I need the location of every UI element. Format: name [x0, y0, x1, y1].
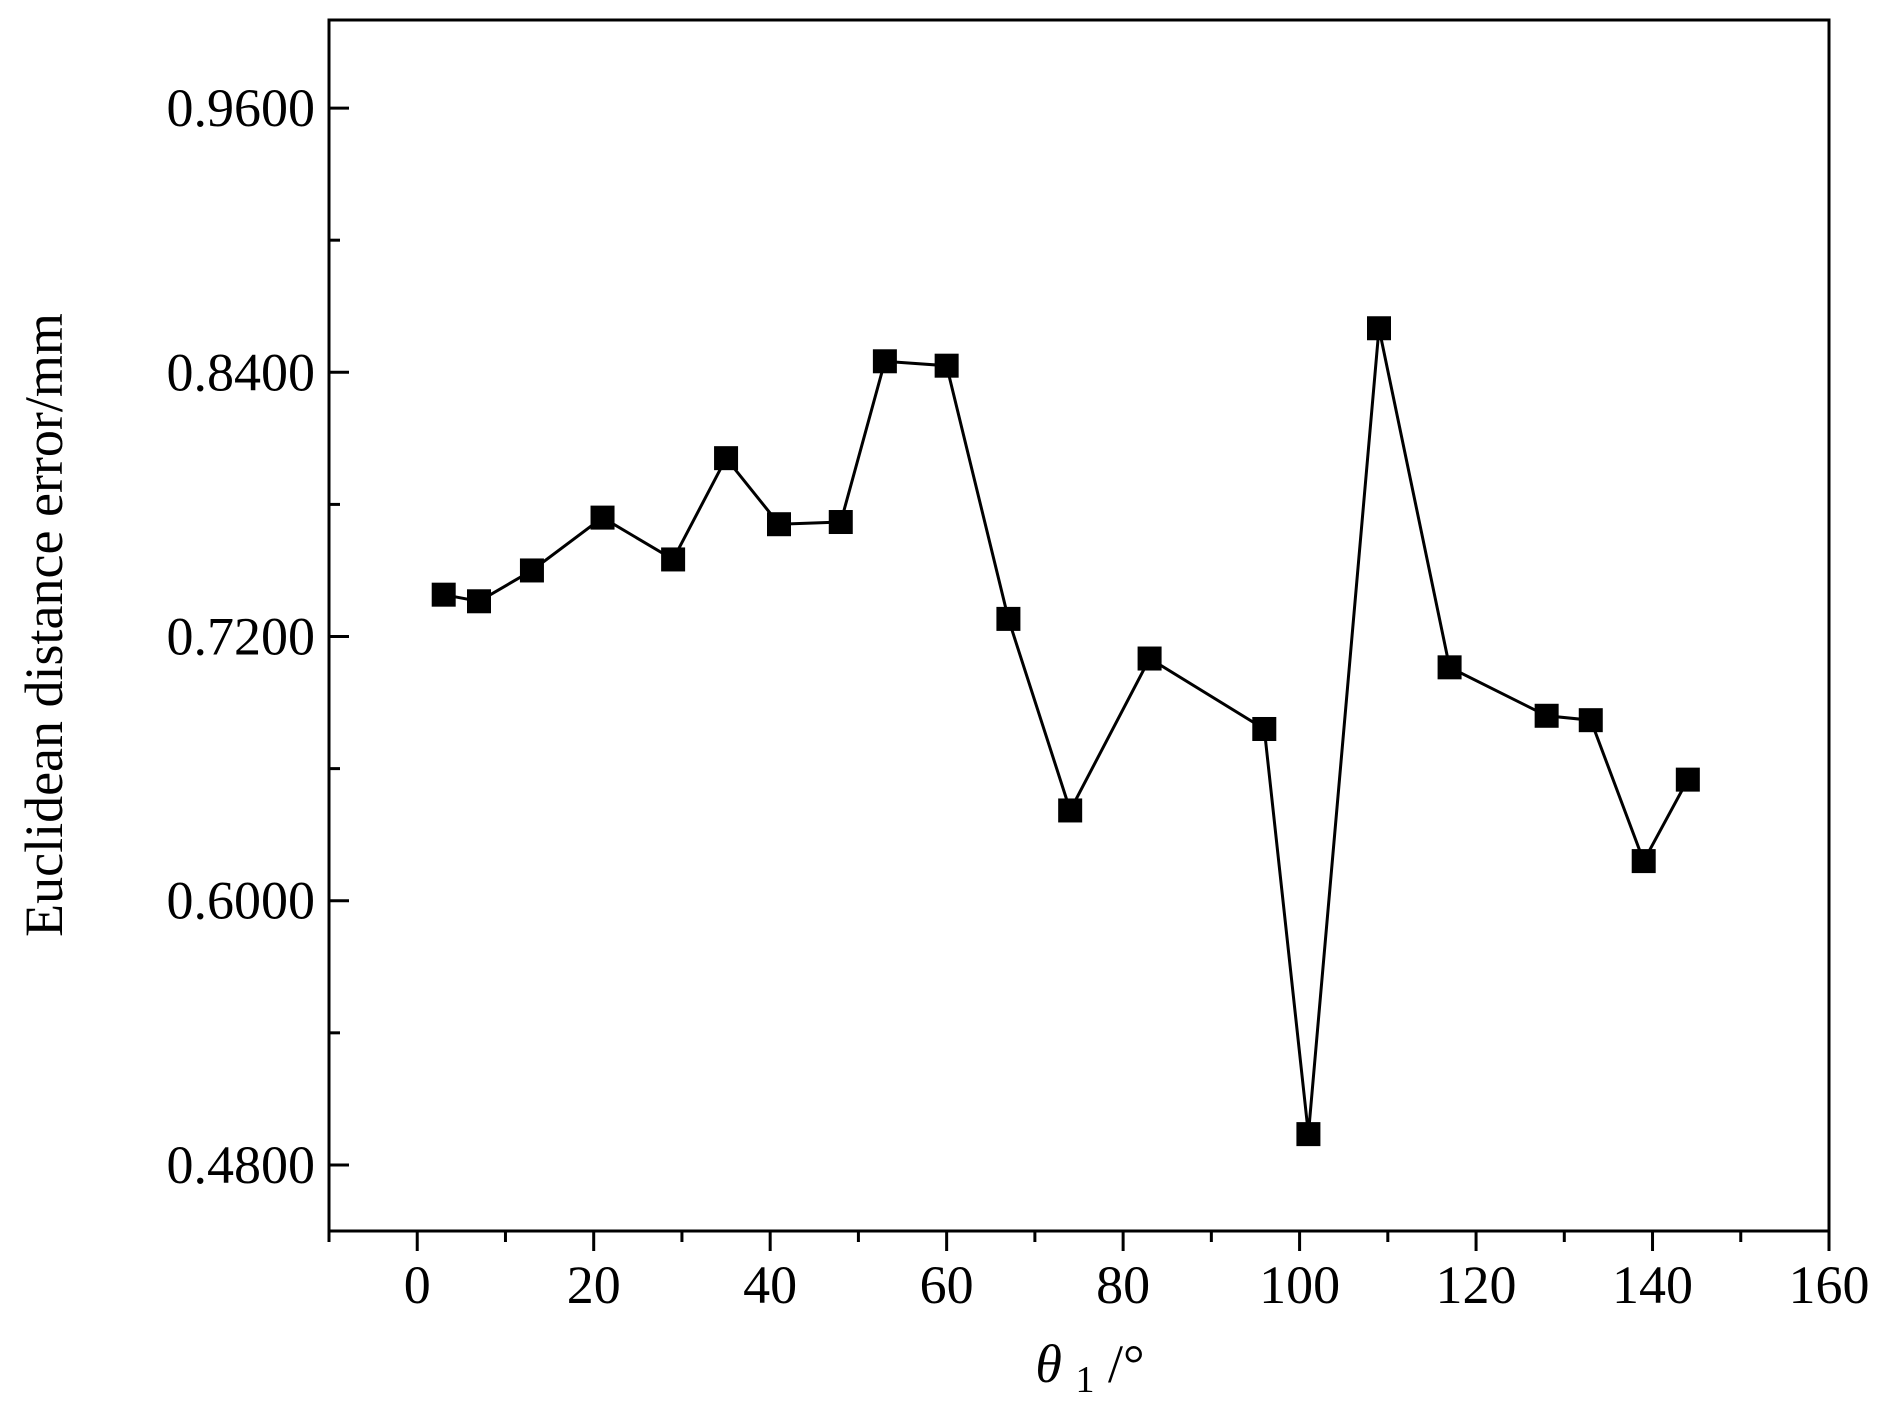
x-tick-label: 80 [1096, 1255, 1150, 1315]
data-point [1631, 849, 1656, 874]
x-axis-label-subscript: 1 [1075, 1359, 1094, 1401]
x-axis-label: θ 1 /° [1035, 1334, 1144, 1404]
x-tick-label: 20 [567, 1255, 621, 1315]
x-axis-label-symbol: θ [1035, 1334, 1062, 1394]
data-point [431, 582, 456, 607]
y-tick-label: 0.9600 [167, 78, 316, 138]
y-tick-label: 0.8400 [167, 342, 316, 402]
data-point [934, 353, 959, 378]
data-point [1252, 716, 1277, 741]
data-point [1578, 708, 1603, 733]
x-tick-label: 60 [920, 1255, 974, 1315]
data-point [996, 606, 1021, 631]
data-point [767, 512, 791, 537]
x-tick-label: 160 [1789, 1255, 1870, 1315]
data-point [1437, 655, 1462, 680]
y-axis: 0.4800 0.6000 0.7200 0.8400 0.9600 [167, 78, 349, 1195]
x-tick-label: 0 [404, 1255, 431, 1315]
x-axis: 0 20 40 60 80 100 120 140 160 [327, 1231, 1870, 1315]
x-axis-label-unit: /° [1108, 1334, 1145, 1394]
x-tick-label: 40 [743, 1255, 797, 1315]
x-tick-label: 120 [1436, 1255, 1517, 1315]
data-point [519, 558, 544, 583]
plot-frame [327, 18, 1831, 1233]
data-point [590, 505, 615, 530]
data-point [1296, 1122, 1321, 1147]
data-point [467, 589, 491, 614]
data-point [828, 510, 853, 535]
data-point [714, 446, 739, 471]
series-layer [431, 316, 1700, 1147]
y-axis-label: Euclidean distance error/mm [14, 313, 74, 937]
x-tick-label: 140 [1612, 1255, 1693, 1315]
data-point [1675, 767, 1700, 792]
y-tick-label: 0.7200 [167, 607, 316, 667]
data-point [1367, 316, 1391, 341]
y-tick-label: 0.4800 [167, 1135, 316, 1195]
data-point [872, 349, 897, 374]
series-line [443, 327, 1690, 1135]
data-point [1058, 798, 1083, 823]
data-point [1137, 646, 1162, 671]
x-tick-label: 100 [1259, 1255, 1340, 1315]
y-tick-label: 0.6000 [167, 871, 316, 931]
data-point [1534, 703, 1559, 728]
data-point [661, 547, 686, 572]
